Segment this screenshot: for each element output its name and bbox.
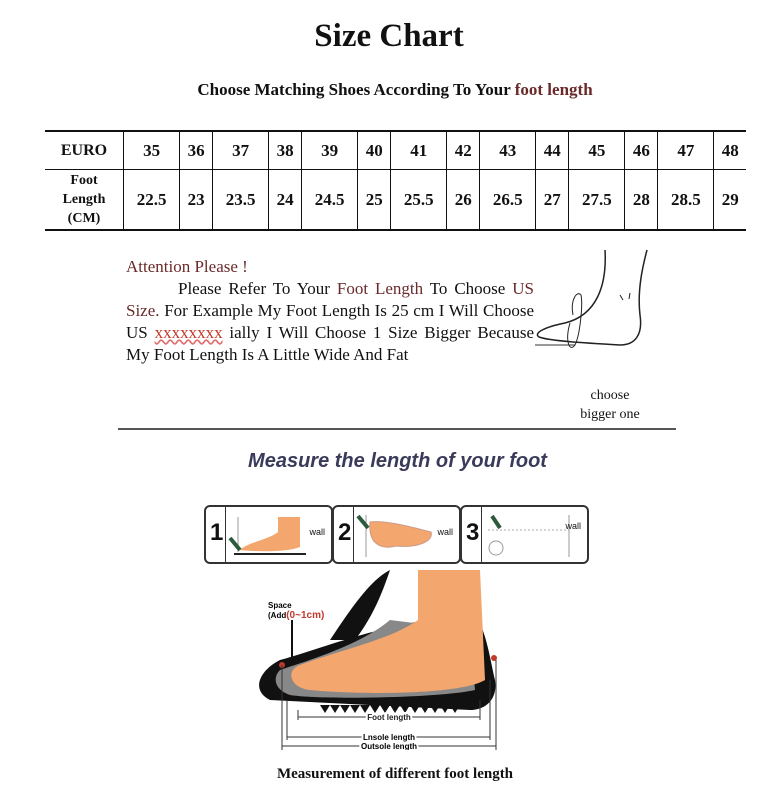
choose-bigger-note: choose bigger one bbox=[560, 386, 660, 424]
foot-length-cell: 24.5 bbox=[301, 169, 359, 231]
subtitle-text: Choose Matching Shoes According To Your bbox=[197, 80, 515, 99]
shoe-diagram: Space (Add(0~1cm) Foot length Lnsole len… bbox=[259, 570, 497, 750]
step-3: 3 wall bbox=[460, 505, 589, 564]
euro-size-cell: 39 bbox=[301, 130, 359, 170]
attention-text: To Choose bbox=[423, 279, 513, 298]
measure-mark-icon bbox=[488, 514, 570, 557]
foot-sketch-icon bbox=[535, 249, 648, 348]
euro-size-cell: 47 bbox=[657, 130, 715, 170]
euro-size-cell: 42 bbox=[446, 130, 481, 170]
foot-top-icon bbox=[356, 514, 432, 557]
foot-length-cell: 27.5 bbox=[568, 169, 626, 231]
size-table: EURO 35 36 37 38 39 40 41 42 43 44 45 46 47 48 Foot Le… bbox=[45, 130, 746, 231]
insole-length-label: Lnsole length bbox=[363, 733, 415, 742]
foot-length-cell: 25 bbox=[357, 169, 392, 231]
euro-size-cell: 36 bbox=[179, 130, 214, 170]
euro-size-cell: 43 bbox=[479, 130, 537, 170]
foot-length-cell: 23.5 bbox=[212, 169, 270, 231]
attention-accent: Foot Length bbox=[336, 279, 424, 298]
subtitle-accent: foot length bbox=[514, 80, 593, 99]
divider bbox=[118, 428, 676, 430]
bottom-caption: Measurement of different foot length bbox=[276, 766, 514, 782]
step-number: 2 bbox=[338, 519, 352, 546]
step-number: 3 bbox=[466, 519, 480, 546]
attention-note: Attention Please ! Please Refer To Your … bbox=[126, 256, 534, 366]
foot-length-label: Foot length bbox=[367, 713, 411, 722]
foot-length-cell: 27 bbox=[535, 169, 570, 231]
foot-length-cell: 26.5 bbox=[479, 169, 537, 231]
foot-length-cell: 25.5 bbox=[390, 169, 448, 231]
euro-header: EURO bbox=[45, 130, 124, 170]
euro-size-cell: 48 bbox=[713, 130, 746, 170]
wall-label: wall bbox=[309, 527, 325, 537]
euro-size-cell: 35 bbox=[122, 130, 181, 170]
attention-accent: US Size. bbox=[126, 279, 534, 320]
foot-length-cell: 24 bbox=[268, 169, 303, 231]
measure-title: Measure the length of your foot bbox=[248, 450, 547, 472]
euro-row: EURO 35 36 37 38 39 40 41 42 43 44 45 46 47 48 bbox=[45, 130, 746, 170]
attention-text: Please Refer To Your bbox=[178, 279, 337, 298]
euro-size-cell: 40 bbox=[357, 130, 392, 170]
outsole-length-label: Outsole length bbox=[361, 742, 417, 750]
foot-side-icon bbox=[228, 517, 306, 555]
attention-text: For Example My Foot Length Is 25 cm I Wi… bbox=[126, 301, 534, 342]
foot-length-cell: 28.5 bbox=[657, 169, 715, 231]
euro-size-cell: 38 bbox=[268, 130, 303, 170]
euro-size-cell: 45 bbox=[568, 130, 626, 170]
subtitle: Choose Matching Shoes According To Your … bbox=[0, 80, 778, 100]
step-1: 1 wall bbox=[204, 505, 333, 564]
foot-length-cell: 22.5 bbox=[122, 169, 181, 231]
foot-length-header: Foot Length (CM) bbox=[45, 169, 124, 231]
wall-label: wall bbox=[565, 521, 581, 531]
euro-size-cell: 37 bbox=[212, 130, 270, 170]
attention-title: Attention Please ! bbox=[126, 257, 248, 276]
step-number: 1 bbox=[210, 519, 224, 546]
page-title: Size Chart bbox=[314, 18, 464, 54]
euro-size-cell: 41 bbox=[390, 130, 448, 170]
foot-length-cell: 26 bbox=[446, 169, 481, 231]
step-2: 2 wall bbox=[332, 505, 461, 564]
wall-label: wall bbox=[437, 527, 453, 537]
euro-size-cell: 44 bbox=[535, 130, 570, 170]
foot-length-cell: 28 bbox=[624, 169, 659, 231]
space-add-label: (Add(0~1cm) bbox=[268, 610, 324, 621]
choose-note-line: choose bbox=[590, 388, 630, 403]
choose-note-line: bigger one bbox=[580, 407, 640, 422]
foot-length-row: Foot Length (CM) 22.5 23 23.5 24 24.5 25 25.5 26 2… bbox=[45, 169, 746, 231]
euro-size-cell: 46 bbox=[624, 130, 659, 170]
attention-text: ially I Will Choose 1 Size Bigger Becaus… bbox=[126, 323, 535, 364]
attention-redacted: xxxxxxxx bbox=[154, 323, 223, 342]
space-label: Space bbox=[268, 601, 292, 610]
foot-length-cell: 23 bbox=[179, 169, 214, 231]
foot-length-cell: 29 bbox=[713, 169, 746, 231]
